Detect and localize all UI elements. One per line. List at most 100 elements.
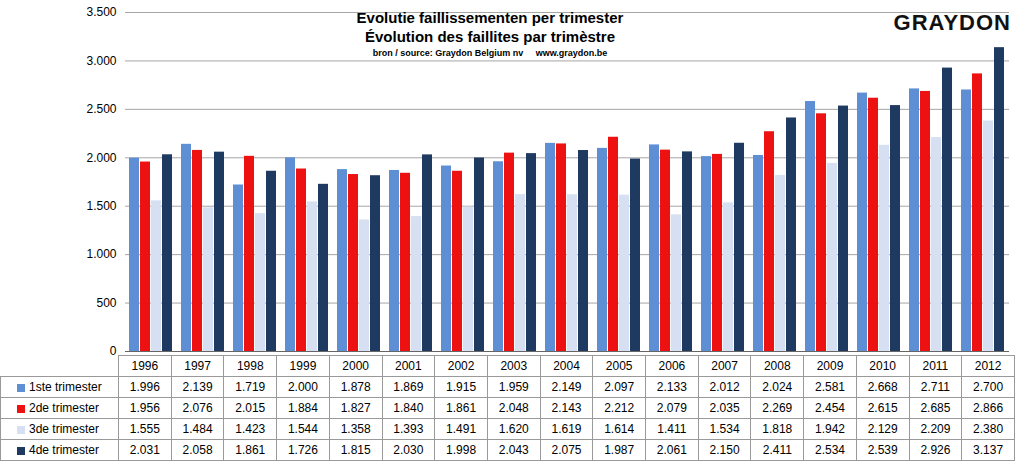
html-text:2.043: 2.043 [498, 443, 529, 457]
html-text:1.358: 1.358 [340, 422, 371, 436]
html-text:1.915: 1.915 [446, 380, 477, 394]
html-text:2006: 2006 [658, 359, 686, 373]
html-text:1996: 1996 [131, 359, 159, 373]
svg-text:0: 0 [110, 344, 117, 355]
html-text:1.423: 1.423 [235, 422, 266, 436]
html-text:2.058: 2.058 [182, 443, 213, 457]
html-text:2008: 2008 [763, 359, 791, 373]
html-text:2.711: 2.711 [920, 380, 950, 394]
html-text:1.987: 1.987 [604, 443, 635, 457]
html-text:2.212: 2.212 [604, 401, 635, 415]
html-text:1.840: 1.840 [393, 401, 424, 415]
html-text:1.620: 1.620 [498, 422, 529, 436]
html-text:2.615: 2.615 [867, 401, 898, 415]
html-text:1.884: 1.884 [287, 401, 318, 415]
html-text:1.861: 1.861 [446, 401, 477, 415]
html-text:1.614: 1.614 [604, 422, 635, 436]
svg-text:2.500: 2.500 [86, 102, 116, 116]
html-text:2.133: 2.133 [656, 380, 687, 394]
html-text:2.048: 2.048 [498, 401, 529, 415]
html-text:2.097: 2.097 [604, 380, 635, 394]
html-text:1.998: 1.998 [446, 443, 477, 457]
html-text:2007: 2007 [711, 359, 738, 373]
html-text:1.959: 1.959 [498, 380, 529, 394]
html-text:2.269: 2.269 [762, 401, 793, 415]
html-text:2.015: 2.015 [235, 401, 266, 415]
svg-text:3.500: 3.500 [86, 5, 116, 19]
html-text:1.484: 1.484 [182, 422, 213, 436]
html-text:2.129: 2.129 [867, 422, 898, 436]
html-text:1.555: 1.555 [129, 422, 160, 436]
html-text:1.491: 1.491 [446, 422, 477, 436]
svg-text:1.500: 1.500 [86, 199, 116, 213]
html-text:1.411: 1.411 [657, 422, 687, 436]
svg-text:3.000: 3.000 [86, 54, 116, 68]
html-text:2.454: 2.454 [815, 401, 845, 415]
html-text:4de trimester: 4de trimester [29, 443, 99, 457]
html-text:3de trimester: 3de trimester [29, 422, 99, 436]
html-text:1.942: 1.942 [815, 422, 845, 436]
html-text:Évolution des faillites par tr: Évolution des faillites par trimèstre [365, 28, 615, 45]
html-text:2003: 2003 [500, 359, 528, 373]
html-text:2.143: 2.143 [551, 401, 582, 415]
html-text:1.861: 1.861 [235, 443, 266, 457]
html-text:2.076: 2.076 [182, 401, 213, 415]
html-text:2001: 2001 [395, 359, 422, 373]
svg-text:2.000: 2.000 [86, 151, 116, 165]
html-text:1.878: 1.878 [340, 380, 371, 394]
html-text:1998: 1998 [236, 359, 264, 373]
html-text:2000: 2000 [342, 359, 369, 373]
html-text:2.000: 2.000 [287, 380, 318, 394]
html-text:2011: 2011 [922, 359, 949, 373]
html-text:2.411: 2.411 [762, 443, 792, 457]
html-text:2.079: 2.079 [656, 401, 687, 415]
html-text:1.869: 1.869 [393, 380, 424, 394]
html-text:2005: 2005 [605, 359, 633, 373]
html-text:1999: 1999 [289, 359, 317, 373]
html-text:1.393: 1.393 [393, 422, 424, 436]
html-text:2.209: 2.209 [920, 422, 951, 436]
html-text:2004: 2004 [553, 359, 580, 373]
html-text:2.150: 2.150 [709, 443, 740, 457]
html-text:1.619: 1.619 [551, 422, 582, 436]
html-text:2002: 2002 [447, 359, 475, 373]
html-text:2009: 2009 [816, 359, 844, 373]
html-text:1.815: 1.815 [340, 443, 371, 457]
html-text:2.926: 2.926 [920, 443, 951, 457]
html-text:2012: 2012 [974, 359, 1002, 373]
html-text:2.024: 2.024 [762, 380, 793, 394]
html-text:2.139: 2.139 [182, 380, 213, 394]
html-text:1.818: 1.818 [762, 422, 793, 436]
html-text:2010: 2010 [869, 359, 896, 373]
html-text:2.866: 2.866 [973, 401, 1004, 415]
html-text:1.544: 1.544 [287, 422, 318, 436]
html-text:2.031: 2.031 [129, 443, 160, 457]
html-text:2.149: 2.149 [551, 380, 582, 394]
html-text:2.035: 2.035 [709, 401, 740, 415]
html-text:2.685: 2.685 [920, 401, 951, 415]
html-text:2.700: 2.700 [973, 380, 1004, 394]
html-text:2.581: 2.581 [815, 380, 845, 394]
html-text:2.380: 2.380 [973, 422, 1004, 436]
html-text:2.061: 2.061 [656, 443, 687, 457]
html-text:2.075: 2.075 [551, 443, 582, 457]
html-text:1.726: 1.726 [287, 443, 318, 457]
svg-text:500: 500 [96, 296, 116, 310]
html-text:1997: 1997 [184, 359, 211, 373]
html-text:1.956: 1.956 [129, 401, 160, 415]
svg-text:1.000: 1.000 [86, 247, 116, 261]
html-text:2.539: 2.539 [867, 443, 898, 457]
html-text:2.534: 2.534 [815, 443, 845, 457]
html-text:1.996: 1.996 [129, 380, 160, 394]
html-text:1.827: 1.827 [340, 401, 371, 415]
html-text:Evolutie faillissementen per t: Evolutie faillissementen per trimester [356, 9, 624, 26]
html-text:1.534: 1.534 [709, 422, 740, 436]
html-text:3.137: 3.137 [973, 443, 1004, 457]
html-text:1ste trimester: 1ste trimester [29, 380, 102, 394]
html-text:2de trimester: 2de trimester [29, 401, 99, 415]
html-text:2.030: 2.030 [393, 443, 424, 457]
html-text:2.012: 2.012 [709, 380, 740, 394]
html-text:2.668: 2.668 [867, 380, 898, 394]
html-text:GRAYDON: GRAYDON [893, 10, 1011, 35]
html-text:1.719: 1.719 [235, 380, 266, 394]
